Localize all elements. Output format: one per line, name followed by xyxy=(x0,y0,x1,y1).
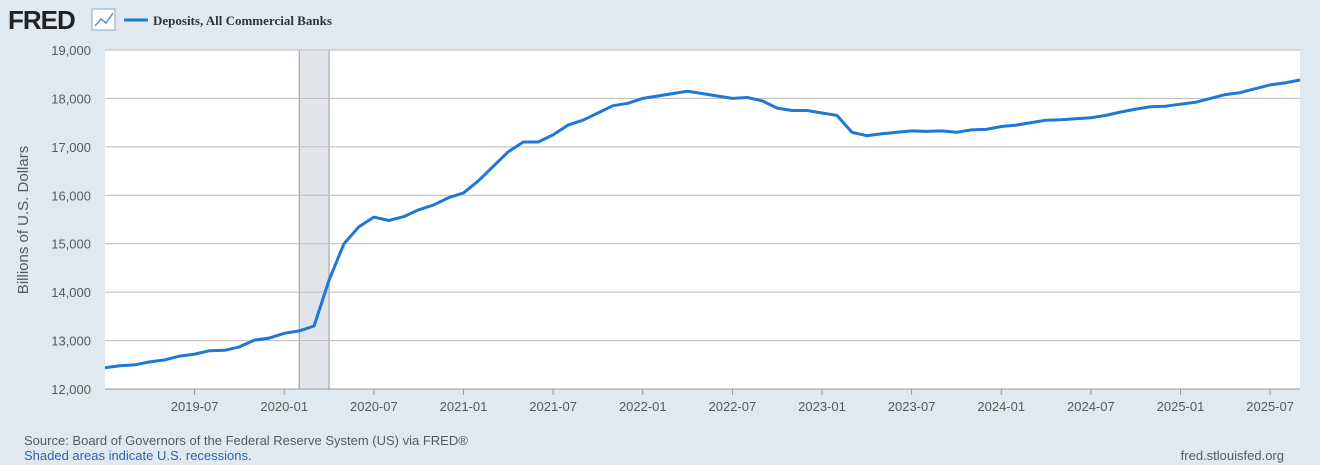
y-tick-label: 17,000 xyxy=(51,140,91,155)
x-tick-label: 2020-07 xyxy=(350,399,398,414)
y-tick-label: 18,000 xyxy=(51,91,91,106)
y-axis-label: Billions of U.S. Dollars xyxy=(15,146,32,294)
x-tick-label: 2022-07 xyxy=(709,399,757,414)
x-tick-label: 2021-01 xyxy=(440,399,488,414)
legend-label: Deposits, All Commercial Banks xyxy=(153,13,332,28)
x-tick-label: 2025-07 xyxy=(1246,399,1294,414)
y-tick-label: 13,000 xyxy=(51,334,91,349)
x-tick-label: 2023-07 xyxy=(888,399,936,414)
x-tick-label: 2021-07 xyxy=(529,399,577,414)
y-tick-label: 15,000 xyxy=(51,237,91,252)
plot-area xyxy=(105,50,1300,389)
y-tick-label: 14,000 xyxy=(51,285,91,300)
x-tick-label: 2020-01 xyxy=(260,399,308,414)
logo-icon xyxy=(91,8,116,31)
x-tick-label: 2024-07 xyxy=(1067,399,1115,414)
recession-shade xyxy=(298,49,330,390)
source: Source: Board of Governors of the Federa… xyxy=(24,433,468,448)
series-line xyxy=(104,78,1301,370)
url: fred.stlouisfed.org xyxy=(1181,448,1284,463)
x-tick-label: 2024-01 xyxy=(977,399,1025,414)
y-tick-label: 16,000 xyxy=(51,188,91,203)
y-tick-label: 19,000 xyxy=(51,43,91,58)
note: Shaded areas indicate U.S. recessions. xyxy=(24,448,252,463)
x-tick-label: 2019-07 xyxy=(171,399,219,414)
x-tick-label: 2023-01 xyxy=(798,399,846,414)
logo: FRED xyxy=(8,5,75,35)
x-tick-label: 2025-01 xyxy=(1157,399,1205,414)
y-tick-label: 12,000 xyxy=(51,382,91,397)
x-tick-label: 2022-01 xyxy=(619,399,667,414)
